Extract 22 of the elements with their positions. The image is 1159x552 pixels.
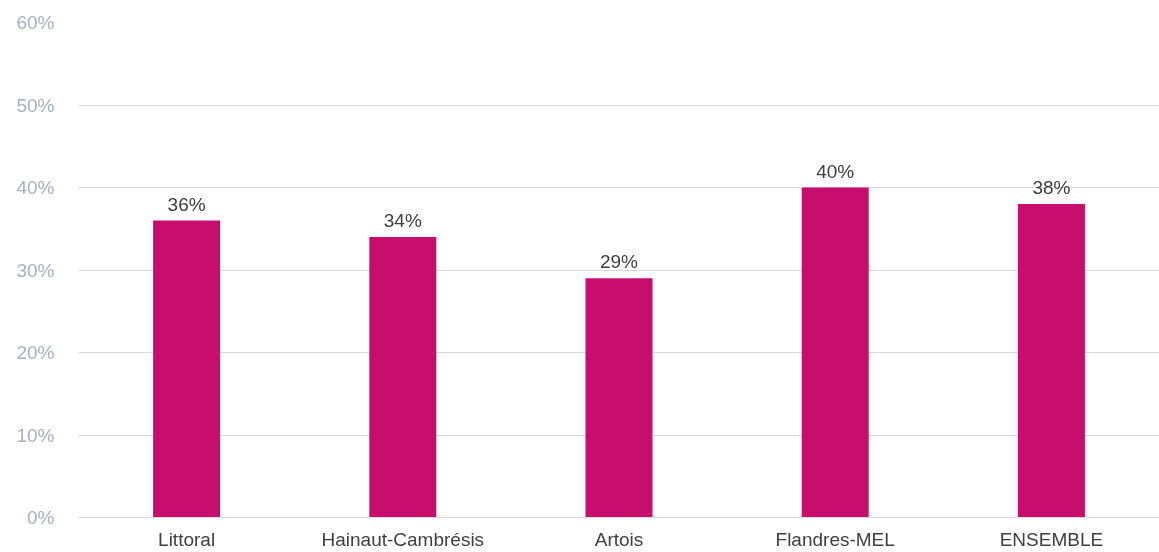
x-tick-label: ENSEMBLE	[999, 528, 1104, 550]
y-tick-label: 40%	[16, 177, 55, 198]
x-tick-label: Littoral	[158, 528, 216, 550]
bar	[1017, 204, 1085, 518]
y-tick-label: 50%	[16, 94, 55, 116]
y-tick-label: 20%	[16, 342, 55, 363]
y-tick-label: 30%	[16, 259, 55, 281]
x-tick-label: Artois	[594, 528, 644, 550]
bar	[801, 187, 869, 518]
y-tick-label: 0%	[27, 507, 55, 528]
bar	[369, 237, 437, 518]
bar	[153, 220, 221, 518]
data-label: 29%	[599, 251, 639, 273]
data-label: 40%	[816, 160, 855, 182]
data-label: 38%	[1032, 177, 1071, 198]
x-tick-label: Flandres-MEL	[775, 528, 895, 550]
y-tick-label: 10%	[16, 424, 55, 446]
x-tick-label: Hainaut-Cambrésis	[321, 528, 485, 550]
y-tick-label: 60%	[16, 12, 55, 33]
bar	[585, 278, 653, 518]
data-label: 34%	[383, 210, 422, 231]
data-label: 36%	[167, 193, 206, 215]
